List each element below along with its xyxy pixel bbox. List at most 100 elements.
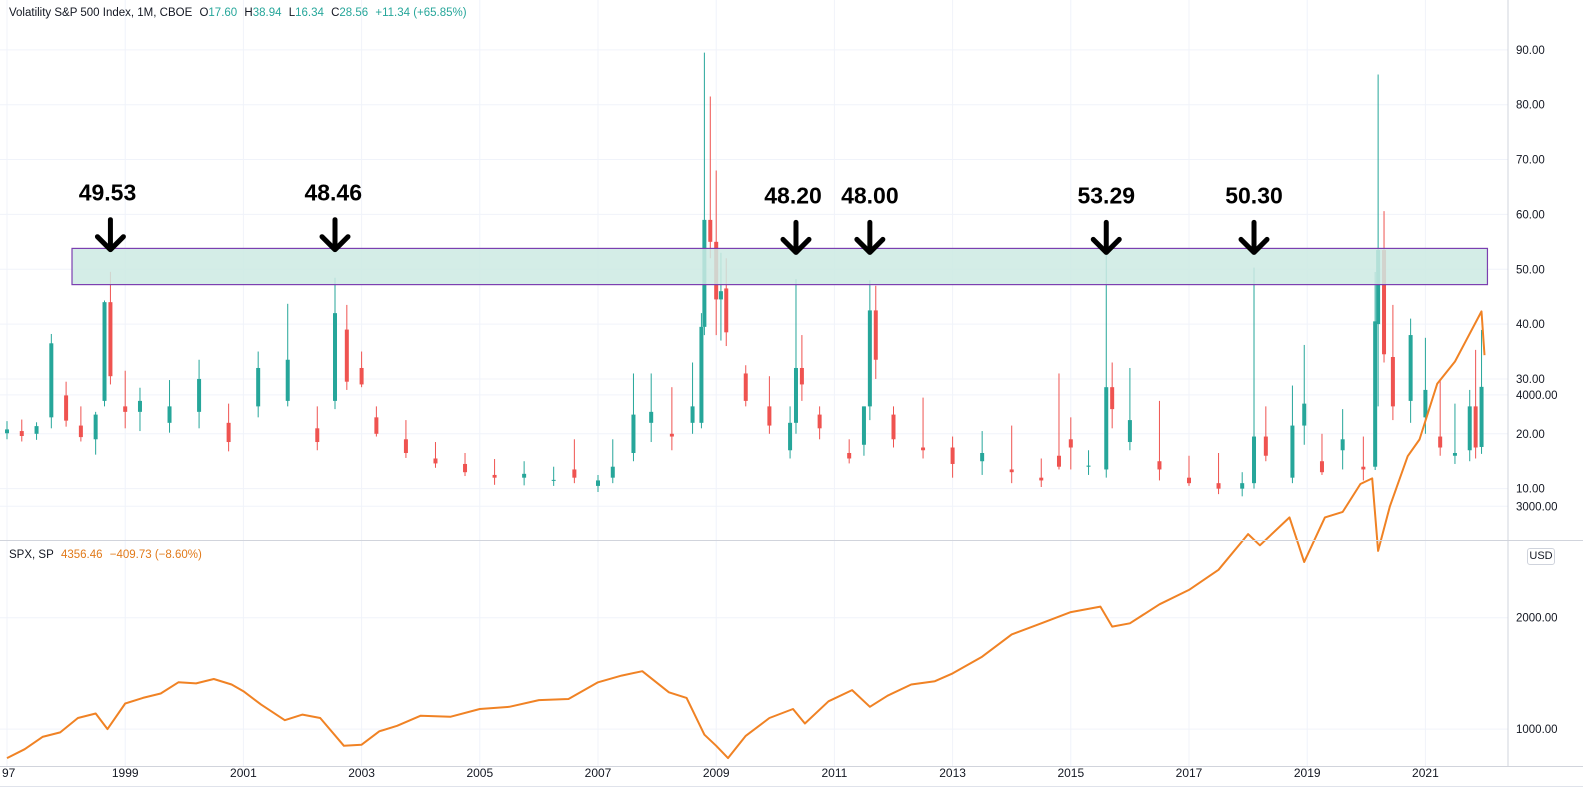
vix-price-tick-label: 70.00	[1516, 155, 1545, 167]
peak-value-label: 48.00	[841, 182, 899, 208]
time-tick-label: 2009	[703, 766, 730, 780]
vix-open-label: O	[199, 7, 209, 19]
vix-price-tick-label: 60.00	[1516, 209, 1545, 221]
down-candle-body	[873, 310, 878, 360]
vix-price-tick-label: 90.00	[1516, 45, 1545, 57]
spx-price-tick-label: 3000.00	[1516, 501, 1558, 513]
arrow-head	[1238, 236, 1270, 255]
vix-open-value: 17.60	[208, 7, 238, 19]
down-candle-body	[1263, 436, 1268, 456]
spx-price-line	[6, 310, 1486, 760]
down-candle-body	[1382, 250, 1387, 355]
up-candle-body	[197, 378, 202, 412]
down-candle-body	[847, 452, 852, 459]
down-candle-body	[950, 447, 955, 464]
up-candle-body	[980, 452, 985, 462]
up-candle-body	[522, 473, 527, 478]
up-candle-body	[1086, 465, 1091, 467]
down-candle-body	[1319, 461, 1324, 473]
up-candle-body	[1104, 387, 1109, 470]
up-candle-body	[551, 479, 556, 481]
spx-price-tick-label: 2000.00	[1516, 613, 1558, 625]
down-candle-body	[492, 474, 497, 478]
up-candle-body	[49, 343, 54, 418]
spx-legend-title: SPX, SP	[9, 549, 54, 561]
down-candle-body	[743, 373, 748, 401]
down-candle-body	[1009, 469, 1014, 473]
time-tick-label: 2001	[230, 766, 257, 780]
peak-value-label: 50.30	[1225, 182, 1283, 208]
vix-price-tick-label: 80.00	[1516, 100, 1545, 112]
up-candle-body	[631, 414, 636, 453]
down-candle-body	[1438, 436, 1443, 448]
vix-price-tick-label: 50.00	[1516, 264, 1545, 276]
down-candle-body	[1216, 483, 1221, 489]
up-candle-body	[167, 406, 172, 423]
currency-badge[interactable]: USD	[1527, 548, 1555, 565]
resistance-zone-rect	[71, 247, 1489, 286]
down-candle-body	[315, 428, 320, 443]
vix-high-label: H	[244, 7, 253, 19]
down-candle-body	[724, 288, 729, 333]
up-candle-body	[718, 291, 723, 300]
spx-price-tick-label: 1000.00	[1516, 724, 1558, 736]
down-candle-body	[123, 406, 128, 412]
time-tick-label: 2013	[939, 766, 966, 780]
down-candle-body	[433, 458, 438, 464]
up-candle-body	[867, 310, 872, 407]
price-scale-background	[1508, 0, 1583, 803]
down-candle-body	[708, 219, 713, 242]
vix-legend: Volatility S&P 500 Index, 1M, CBOE O17.6…	[9, 7, 471, 19]
spx-legend: SPX, SP 4356.46 −409.73 (−8.60%)	[9, 549, 206, 561]
down-candle-body	[1361, 466, 1366, 470]
down-arrow-icon	[1238, 219, 1270, 255]
time-tick-label: 97	[2, 766, 16, 780]
vix-price-tick-label: 40.00	[1516, 319, 1545, 331]
down-candle-body	[1110, 387, 1115, 410]
time-tick-label: 2003	[348, 766, 375, 780]
down-candle-body	[817, 414, 822, 429]
vix-change: +11.34 (+65.85%)	[375, 7, 467, 19]
up-candle-body	[861, 406, 866, 445]
down-candle-body	[1056, 455, 1061, 467]
down-candle-body	[1039, 477, 1044, 481]
down-arrow-icon	[854, 219, 886, 255]
down-candle-body	[403, 439, 408, 453]
up-candle-body	[285, 359, 290, 401]
peak-value-label: 48.20	[764, 182, 822, 208]
time-tick-label: 2015	[1057, 766, 1084, 780]
arrow-head	[854, 236, 886, 255]
down-candle-body	[1473, 406, 1478, 448]
down-candle-body	[767, 406, 772, 426]
up-candle-body	[1452, 452, 1457, 456]
up-candle-body	[1302, 403, 1307, 426]
time-tick-label: 2021	[1412, 766, 1439, 780]
up-candle-body	[1340, 439, 1345, 451]
down-candle-body	[921, 447, 926, 451]
time-tick-label: 2019	[1294, 766, 1321, 780]
down-candle-body	[64, 395, 69, 421]
vix-low-label: L	[288, 7, 296, 19]
peak-value-label: 48.46	[304, 180, 362, 206]
up-candle-body	[1127, 420, 1132, 443]
time-tick-label: 2011	[821, 766, 847, 780]
down-arrow-icon	[780, 219, 812, 255]
down-candle-body	[669, 433, 674, 437]
up-candle-body	[34, 426, 39, 434]
vix-close-value: 28.56	[339, 7, 369, 19]
up-candle-body	[1290, 425, 1295, 478]
spx-change: −409.73 (−8.60%)	[109, 549, 202, 561]
up-candle-body	[1373, 321, 1378, 467]
down-arrow-icon	[319, 217, 351, 253]
up-candle-body	[699, 326, 704, 423]
up-candle-body	[102, 302, 107, 401]
down-candle-body	[799, 367, 804, 385]
down-candle-body	[344, 329, 349, 382]
up-candle-body	[93, 414, 98, 440]
up-candle-body	[690, 406, 695, 423]
up-candle-body	[1408, 335, 1413, 401]
up-candle-body	[1240, 483, 1245, 489]
grid-lines	[0, 0, 1508, 766]
